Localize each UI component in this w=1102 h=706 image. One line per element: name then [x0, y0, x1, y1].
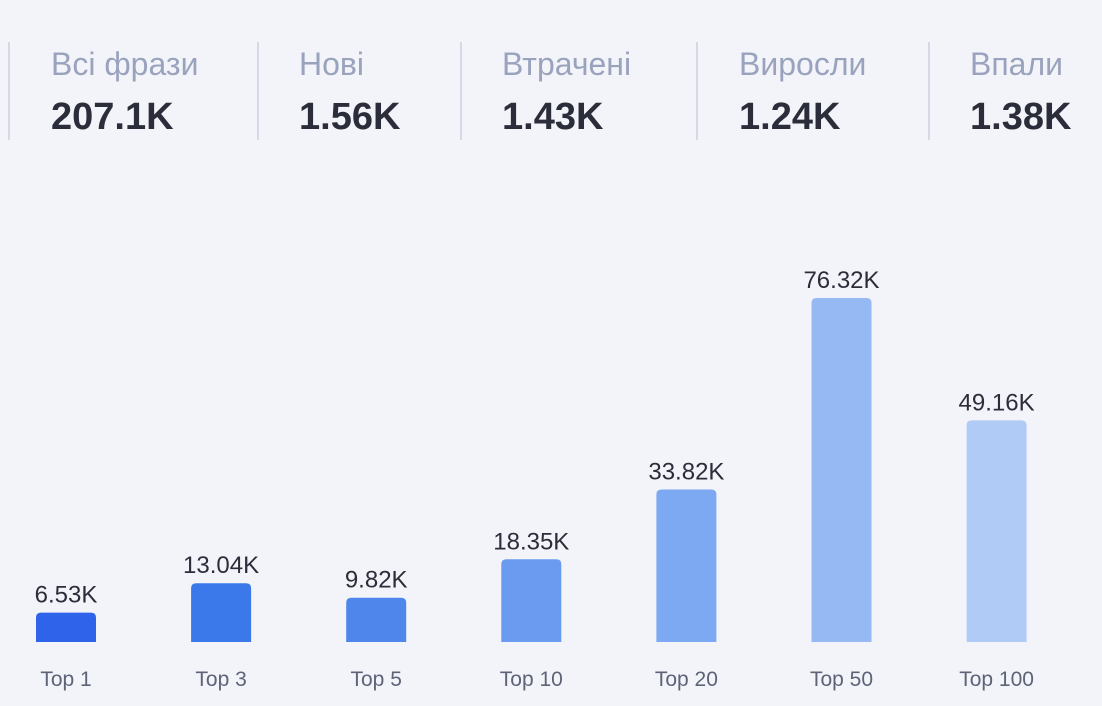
- bar-top-100[interactable]: [966, 420, 1027, 642]
- bar-value-label: 76.32K: [803, 267, 879, 294]
- bar-value-label: 49.16K: [959, 389, 1035, 416]
- bar-value-label: 33.82K: [648, 459, 724, 486]
- category-label: Top 5: [351, 668, 402, 691]
- category-label: Top 100: [959, 668, 1034, 691]
- stat-value: 207.1K: [51, 96, 174, 138]
- stat-divider: [8, 42, 10, 140]
- stat-divider: [928, 42, 930, 140]
- category-label: Top 50: [810, 668, 873, 691]
- stat-label: Впали: [970, 46, 1064, 82]
- bar-value-label: 18.35K: [493, 528, 569, 555]
- stat-divider: [460, 42, 462, 140]
- stats-row: Всі фрази 207.1K Нові 1.56K Втрачені 1.4…: [0, 42, 1102, 140]
- bar-value-label: 6.53K: [35, 582, 98, 609]
- category-label: Top 20: [655, 668, 718, 691]
- category-label: Top 10: [500, 668, 563, 691]
- category-label: Top 1: [40, 668, 91, 691]
- bar-top-20[interactable]: [656, 489, 717, 642]
- bar-top-5[interactable]: [346, 597, 407, 642]
- bar-top-1[interactable]: [36, 612, 96, 642]
- stat-label: Нові: [299, 46, 365, 82]
- stat-divider: [257, 42, 259, 140]
- stat-value: 1.43K: [502, 96, 604, 138]
- stat-label: Втрачені: [502, 46, 632, 82]
- stat-value: 1.24K: [739, 96, 841, 138]
- bar-value-label: 13.04K: [183, 552, 259, 579]
- bar-value-label: 9.82K: [345, 567, 408, 594]
- category-label: Top 3: [195, 668, 246, 691]
- stat-label: Всі фрази: [51, 46, 199, 82]
- bar-top-50[interactable]: [811, 298, 872, 642]
- stat-divider: [696, 42, 698, 140]
- stat-label: Виросли: [739, 46, 867, 82]
- bar-top-10[interactable]: [501, 559, 562, 642]
- bar-top-3[interactable]: [191, 583, 252, 642]
- stat-value: 1.56K: [299, 96, 401, 138]
- stat-value: 1.38K: [970, 96, 1072, 138]
